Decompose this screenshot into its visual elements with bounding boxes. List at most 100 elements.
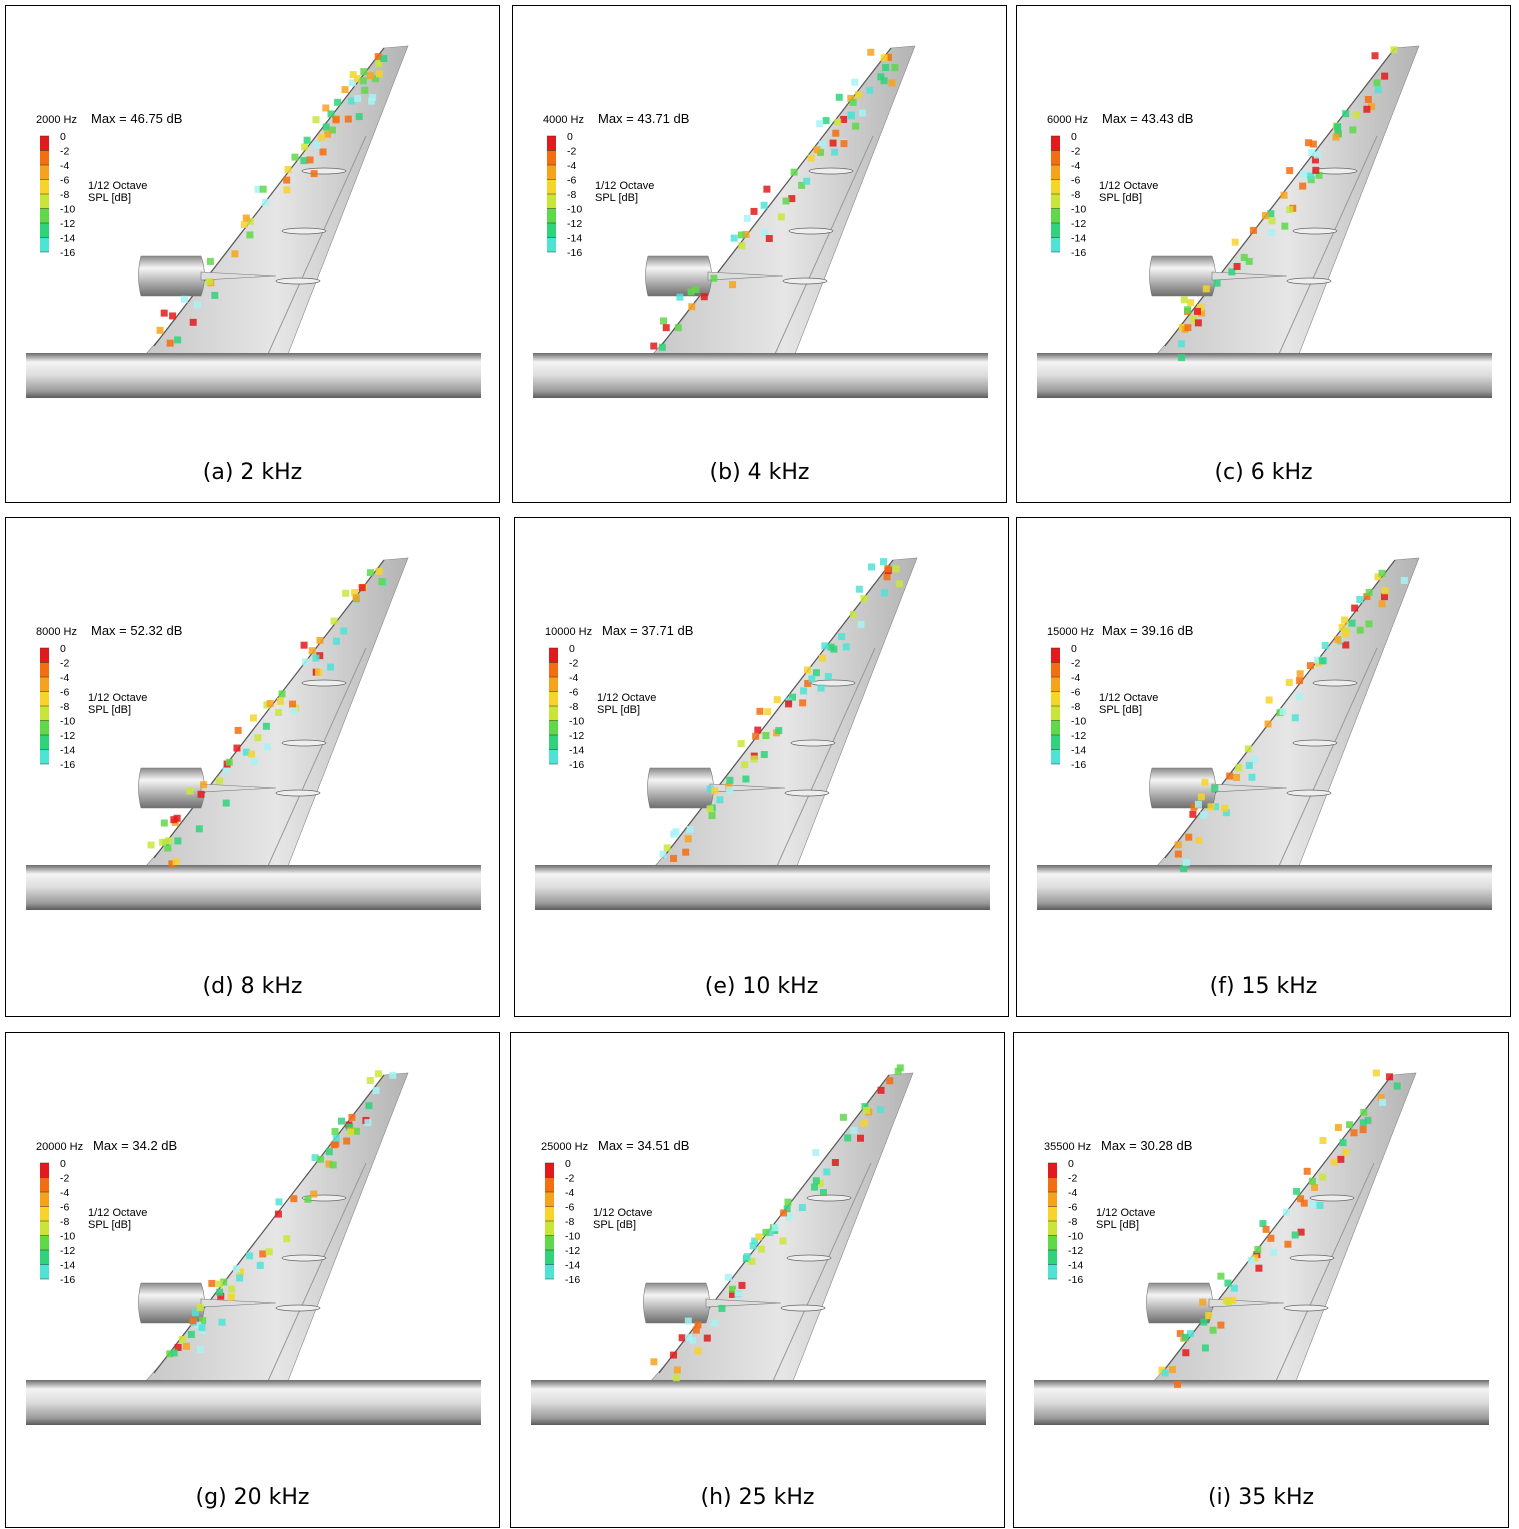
hotspot bbox=[279, 690, 286, 697]
hotspot bbox=[664, 844, 671, 851]
colorbar-tick-label: -14 bbox=[567, 233, 582, 245]
hotspot bbox=[1187, 299, 1194, 306]
hotspot bbox=[291, 154, 298, 161]
hotspot bbox=[660, 317, 667, 324]
fairing bbox=[276, 1305, 320, 1311]
hotspot bbox=[1266, 697, 1273, 704]
hotspot bbox=[761, 202, 768, 209]
colorbar-tick-label: -16 bbox=[1068, 1274, 1083, 1286]
colorbar-tick-label: -6 bbox=[60, 687, 69, 699]
hotspot bbox=[670, 855, 677, 862]
hotspot bbox=[1332, 134, 1339, 141]
colorbar-tick-label: -16 bbox=[1071, 247, 1086, 259]
hotspot bbox=[361, 87, 368, 94]
colorbar-unit: SPL [dB] bbox=[597, 704, 640, 716]
colorbar-swatch bbox=[1048, 1265, 1057, 1280]
hotspot bbox=[758, 1246, 765, 1253]
hotspot bbox=[851, 79, 858, 86]
fairing bbox=[1287, 790, 1331, 796]
colorbar-tick-label: -16 bbox=[567, 247, 582, 259]
hotspot bbox=[880, 558, 887, 565]
fairing bbox=[1293, 228, 1337, 234]
hotspot bbox=[331, 618, 338, 625]
colorbar-swatch bbox=[547, 165, 556, 180]
colorbar-tick-label: -2 bbox=[1068, 1173, 1077, 1185]
hotspot bbox=[1231, 1285, 1238, 1292]
colorbar-swatch bbox=[1048, 1163, 1057, 1178]
hotspot bbox=[216, 1289, 223, 1296]
colorbar-tick-label: -10 bbox=[1071, 716, 1086, 728]
hotspot bbox=[1309, 1201, 1316, 1208]
frequency-label: 10000 Hz bbox=[545, 626, 592, 638]
hotspot bbox=[389, 1072, 396, 1079]
colorbar-tick-label: -12 bbox=[60, 730, 75, 742]
hotspot bbox=[327, 664, 334, 671]
hotspot bbox=[372, 1087, 379, 1094]
colorbar-swatch bbox=[40, 1221, 49, 1236]
colorbar-tick-label: -12 bbox=[60, 218, 75, 230]
fairing bbox=[809, 168, 853, 174]
hotspot bbox=[380, 55, 387, 62]
panel: 10000 HzMax = 37.71 dB0-2-4-6-8-10-12-14… bbox=[514, 517, 1009, 1017]
hotspot bbox=[895, 1068, 902, 1075]
hotspot bbox=[738, 740, 745, 747]
hotspot bbox=[228, 1294, 235, 1301]
colorbar-swatch bbox=[545, 1221, 554, 1236]
hotspot bbox=[1201, 779, 1208, 786]
colorbar-tick-label: -8 bbox=[567, 189, 576, 201]
colorbar-tick-label: 0 bbox=[567, 131, 573, 143]
hotspot bbox=[674, 1366, 681, 1373]
hotspot bbox=[367, 569, 374, 576]
hotspot bbox=[323, 124, 330, 131]
hotspot bbox=[179, 1336, 186, 1343]
hotspot bbox=[693, 1327, 700, 1334]
hotspot bbox=[148, 841, 155, 848]
hotspot bbox=[343, 1138, 350, 1145]
colorbar-title: 1/12 Octave bbox=[595, 180, 654, 192]
hotspot bbox=[331, 1141, 338, 1148]
frequency-label: 8000 Hz bbox=[36, 626, 77, 638]
hotspot bbox=[850, 99, 857, 106]
hotspot bbox=[881, 589, 888, 596]
caption: (i) 35 kHz bbox=[1014, 1485, 1508, 1510]
hotspot bbox=[1178, 340, 1185, 347]
colorbar-swatch bbox=[549, 750, 558, 765]
colorbar-unit: SPL [dB] bbox=[88, 192, 131, 204]
hotspot bbox=[190, 319, 197, 326]
hotspot bbox=[1297, 1195, 1304, 1202]
hotspot bbox=[332, 1128, 339, 1135]
hotspot bbox=[1248, 774, 1255, 781]
hotspot bbox=[752, 733, 759, 740]
hotspot bbox=[317, 1156, 324, 1163]
colorbar-tick-label: -16 bbox=[569, 759, 584, 771]
colorbar-tick-label: -10 bbox=[569, 716, 584, 728]
hotspot bbox=[812, 1149, 819, 1156]
frequency-label: 35500 Hz bbox=[1044, 1141, 1091, 1153]
hotspot bbox=[832, 130, 839, 137]
colorbar-tick-label: -4 bbox=[565, 1187, 574, 1199]
frequency-label: 25000 Hz bbox=[541, 1141, 588, 1153]
fairing bbox=[1284, 1305, 1328, 1311]
colorbar-tick-label: 0 bbox=[1071, 131, 1077, 143]
fairing bbox=[783, 278, 827, 284]
hotspot bbox=[1386, 1073, 1393, 1080]
max-label: Max = 34.51 dB bbox=[598, 1138, 689, 1153]
hotspot bbox=[320, 148, 327, 155]
caption: (e) 10 kHz bbox=[515, 974, 1008, 999]
colorbar-tick-label: -2 bbox=[60, 1173, 69, 1185]
hotspot bbox=[836, 94, 843, 101]
colorbar-swatch bbox=[40, 1236, 49, 1251]
hotspot bbox=[741, 761, 748, 768]
hotspot bbox=[832, 1159, 839, 1166]
hotspot bbox=[235, 727, 242, 734]
hotspot bbox=[342, 590, 349, 597]
hotspot bbox=[174, 336, 181, 343]
colorbar-swatch bbox=[1051, 151, 1060, 166]
fairing bbox=[791, 740, 835, 746]
colorbar-tick-label: -6 bbox=[1071, 687, 1080, 699]
colorbar-swatch bbox=[40, 1192, 49, 1207]
colorbar-swatch bbox=[1048, 1192, 1057, 1207]
hotspot bbox=[744, 1253, 751, 1260]
hotspot bbox=[744, 215, 751, 222]
hotspot bbox=[772, 1224, 779, 1231]
